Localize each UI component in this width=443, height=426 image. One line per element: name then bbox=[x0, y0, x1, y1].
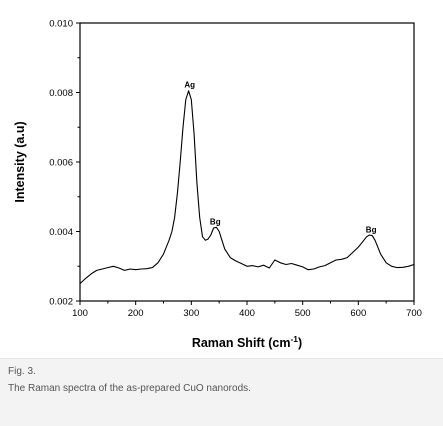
plot-frame bbox=[79, 22, 415, 302]
x-tick-label: 200 bbox=[128, 308, 144, 319]
figure-caption: Fig. 3. The Raman spectra of the as-prep… bbox=[0, 358, 443, 426]
peak-label: Bg bbox=[366, 226, 377, 235]
peak-label: Bg bbox=[210, 218, 221, 227]
raman-chart: 100 200 300 400 500 600 700 0.002 0.004 0.006 0.00… bbox=[13, 18, 422, 350]
x-axis-label-superscript: -1 bbox=[290, 334, 298, 344]
peak-annotations: Ag Bg Bg bbox=[184, 80, 376, 234]
y-tick-label: 0.008 bbox=[49, 88, 73, 99]
x-tick-label: 700 bbox=[406, 308, 422, 319]
caption-text: The Raman spectra of the as-prepared CuO… bbox=[8, 383, 251, 394]
x-axis-label-text: Raman Shift (cm bbox=[192, 336, 291, 350]
y-axis-label: Intensity (a.u) bbox=[13, 121, 27, 202]
y-tick-label: 0.004 bbox=[49, 227, 73, 238]
x-tick-label: 600 bbox=[350, 308, 366, 319]
x-tick-label: 500 bbox=[295, 308, 311, 319]
y-tick-label: 0.002 bbox=[49, 296, 73, 307]
caption-label: Fig. 3. bbox=[8, 366, 36, 377]
axis-ticks: 100 200 300 400 500 600 700 0.002 0.004 0.006 0.00… bbox=[49, 18, 422, 319]
y-tick-label: 0.010 bbox=[49, 18, 73, 29]
x-tick-label: 300 bbox=[183, 308, 199, 319]
x-axis-label-close: ) bbox=[298, 336, 302, 350]
raman-spectrum-line bbox=[79, 90, 415, 285]
peak-label: Ag bbox=[184, 80, 195, 89]
x-tick-label: 100 bbox=[72, 308, 88, 319]
y-tick-label: 0.006 bbox=[49, 157, 73, 168]
x-tick-label: 400 bbox=[239, 308, 255, 319]
x-axis-label: Raman Shift (cm-1) bbox=[192, 334, 302, 350]
